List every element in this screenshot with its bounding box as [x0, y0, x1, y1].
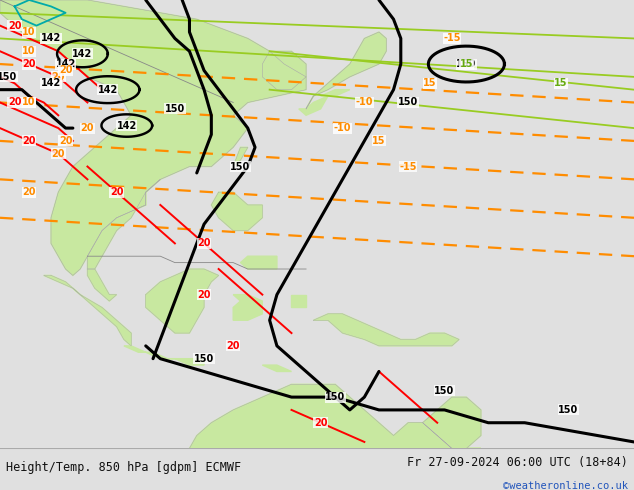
- Text: 10: 10: [22, 27, 36, 37]
- Polygon shape: [299, 96, 328, 115]
- Text: 15: 15: [554, 78, 568, 88]
- Text: 142: 142: [41, 78, 61, 88]
- Text: 20: 20: [110, 187, 124, 197]
- Polygon shape: [313, 314, 459, 346]
- Text: 10: 10: [22, 46, 36, 56]
- Text: 150: 150: [325, 392, 346, 402]
- Text: -10: -10: [356, 98, 373, 107]
- Polygon shape: [87, 179, 160, 269]
- Text: 20: 20: [22, 136, 36, 146]
- Text: 20: 20: [226, 341, 240, 351]
- Polygon shape: [292, 294, 306, 307]
- Text: 150: 150: [0, 72, 17, 82]
- Text: 142: 142: [72, 49, 93, 59]
- Polygon shape: [0, 0, 306, 275]
- Text: 20: 20: [8, 21, 22, 30]
- Text: 20: 20: [197, 239, 210, 248]
- Text: 20: 20: [8, 98, 22, 107]
- Polygon shape: [87, 269, 117, 301]
- Text: 142: 142: [98, 85, 118, 95]
- Text: 15: 15: [424, 78, 437, 88]
- Text: 150: 150: [194, 354, 214, 364]
- Text: 10: 10: [22, 98, 36, 107]
- Polygon shape: [190, 384, 481, 448]
- Polygon shape: [262, 365, 292, 371]
- Text: -15: -15: [399, 162, 417, 172]
- Text: 20: 20: [314, 418, 327, 428]
- Text: 20: 20: [81, 123, 94, 133]
- Text: 10: 10: [22, 98, 36, 107]
- Polygon shape: [306, 32, 386, 109]
- Text: 150: 150: [230, 162, 250, 172]
- Text: Fr 27-09-2024 06:00 UTC (18+84): Fr 27-09-2024 06:00 UTC (18+84): [407, 456, 628, 469]
- Text: 15: 15: [460, 59, 473, 69]
- Text: 15: 15: [372, 136, 385, 146]
- Text: -10: -10: [333, 123, 351, 133]
- Text: Height/Temp. 850 hPa [gdpm] ECMWF: Height/Temp. 850 hPa [gdpm] ECMWF: [6, 461, 242, 474]
- Polygon shape: [240, 256, 277, 269]
- Text: 150: 150: [434, 386, 455, 396]
- Polygon shape: [262, 51, 306, 90]
- Text: 142: 142: [55, 59, 75, 69]
- Polygon shape: [44, 275, 131, 346]
- Text: 20: 20: [51, 72, 65, 82]
- Polygon shape: [211, 192, 262, 231]
- Text: 20: 20: [197, 290, 210, 299]
- Polygon shape: [321, 90, 350, 96]
- Text: 20: 20: [59, 66, 72, 75]
- Text: 150: 150: [398, 98, 418, 107]
- Text: 20: 20: [22, 59, 36, 69]
- Polygon shape: [146, 269, 219, 333]
- Text: 150: 150: [559, 405, 579, 415]
- Text: 142: 142: [41, 33, 61, 44]
- Text: 150: 150: [456, 59, 477, 69]
- Text: 20: 20: [59, 136, 72, 146]
- Polygon shape: [124, 346, 204, 365]
- Text: ©weatheronline.co.uk: ©weatheronline.co.uk: [503, 481, 628, 490]
- Polygon shape: [233, 147, 248, 167]
- Polygon shape: [233, 294, 262, 320]
- Text: -15: -15: [443, 33, 460, 44]
- Text: 150: 150: [165, 104, 185, 114]
- Text: 20: 20: [22, 187, 36, 197]
- Text: 20: 20: [51, 149, 65, 159]
- Text: 142: 142: [117, 121, 137, 130]
